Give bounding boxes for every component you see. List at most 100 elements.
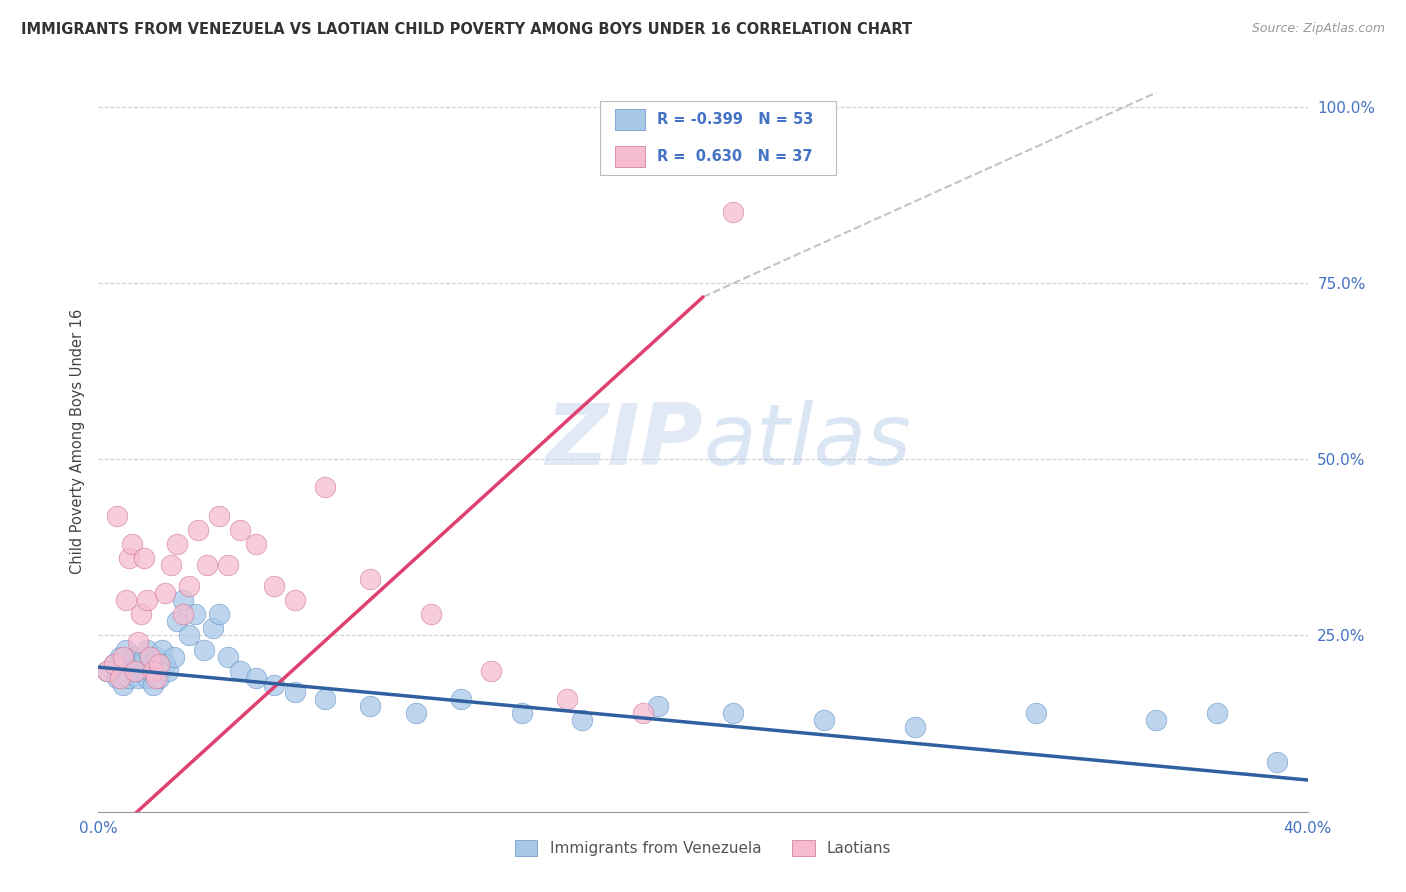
Point xyxy=(145,649,167,664)
Point xyxy=(114,593,136,607)
Point xyxy=(103,657,125,671)
Point xyxy=(142,678,165,692)
Point xyxy=(314,480,336,494)
Point xyxy=(360,572,382,586)
Point xyxy=(150,642,173,657)
Point xyxy=(217,558,239,572)
Point xyxy=(124,649,146,664)
Point xyxy=(111,678,134,692)
Text: R =  0.630   N = 37: R = 0.630 N = 37 xyxy=(657,149,813,164)
Point xyxy=(127,671,149,685)
Point xyxy=(245,671,267,685)
Point xyxy=(142,657,165,671)
Point xyxy=(108,671,131,685)
Text: atlas: atlas xyxy=(703,400,911,483)
Point xyxy=(148,657,170,671)
Point xyxy=(114,642,136,657)
Point xyxy=(217,649,239,664)
Point xyxy=(813,713,835,727)
Point xyxy=(184,607,207,622)
Point xyxy=(135,671,157,685)
Bar xyxy=(614,146,645,167)
Point xyxy=(904,720,927,734)
Point xyxy=(450,692,472,706)
Point xyxy=(172,607,194,622)
Point xyxy=(195,558,218,572)
Point xyxy=(314,692,336,706)
Point xyxy=(127,635,149,649)
Point xyxy=(153,586,176,600)
Point xyxy=(103,657,125,671)
Point xyxy=(187,523,209,537)
Point xyxy=(284,593,307,607)
Point xyxy=(156,664,179,678)
Point xyxy=(208,508,231,523)
Point xyxy=(202,621,225,635)
Point xyxy=(139,664,162,678)
Point xyxy=(510,706,533,720)
Point xyxy=(124,664,146,678)
Point xyxy=(1206,706,1229,720)
Point xyxy=(160,558,183,572)
Legend: Immigrants from Venezuela, Laotians: Immigrants from Venezuela, Laotians xyxy=(515,840,891,856)
Text: Source: ZipAtlas.com: Source: ZipAtlas.com xyxy=(1251,22,1385,36)
Point xyxy=(135,642,157,657)
Bar xyxy=(614,110,645,129)
Point xyxy=(1144,713,1167,727)
Point xyxy=(723,205,745,219)
Point xyxy=(179,579,201,593)
Point xyxy=(142,664,165,678)
Point xyxy=(166,615,188,629)
Point xyxy=(647,698,669,713)
Point xyxy=(105,508,128,523)
Point xyxy=(179,628,201,642)
Point xyxy=(263,579,285,593)
Text: ZIP: ZIP xyxy=(546,400,703,483)
Point xyxy=(129,657,152,671)
Point xyxy=(172,593,194,607)
Point xyxy=(193,642,215,657)
Text: R = -0.399   N = 53: R = -0.399 N = 53 xyxy=(657,112,814,127)
Point xyxy=(132,664,155,678)
Point xyxy=(132,649,155,664)
Point xyxy=(148,664,170,678)
Point xyxy=(111,649,134,664)
Point xyxy=(121,537,143,551)
Point xyxy=(118,671,141,685)
FancyBboxPatch shape xyxy=(600,101,837,175)
Point xyxy=(555,692,578,706)
Point xyxy=(405,706,427,720)
Point xyxy=(108,649,131,664)
Point xyxy=(360,698,382,713)
Point xyxy=(118,664,141,678)
Point xyxy=(148,671,170,685)
Point xyxy=(1024,706,1046,720)
Point xyxy=(571,713,593,727)
Point xyxy=(245,537,267,551)
Point xyxy=(153,657,176,671)
Point xyxy=(135,593,157,607)
Point xyxy=(145,671,167,685)
Point xyxy=(631,706,654,720)
Point xyxy=(1267,756,1289,770)
Point xyxy=(284,685,307,699)
Point xyxy=(420,607,443,622)
Point xyxy=(105,671,128,685)
Point xyxy=(129,607,152,622)
Point xyxy=(139,649,162,664)
Point xyxy=(208,607,231,622)
Point xyxy=(166,537,188,551)
Text: IMMIGRANTS FROM VENEZUELA VS LAOTIAN CHILD POVERTY AMONG BOYS UNDER 16 CORRELATI: IMMIGRANTS FROM VENEZUELA VS LAOTIAN CHI… xyxy=(21,22,912,37)
Point xyxy=(96,664,118,678)
Point xyxy=(229,664,252,678)
Point xyxy=(163,649,186,664)
Point xyxy=(481,664,503,678)
Point xyxy=(96,664,118,678)
Point xyxy=(723,706,745,720)
Point xyxy=(121,657,143,671)
Y-axis label: Child Poverty Among Boys Under 16: Child Poverty Among Boys Under 16 xyxy=(69,309,84,574)
Point xyxy=(132,550,155,565)
Point xyxy=(118,550,141,565)
Point xyxy=(263,678,285,692)
Point xyxy=(124,664,146,678)
